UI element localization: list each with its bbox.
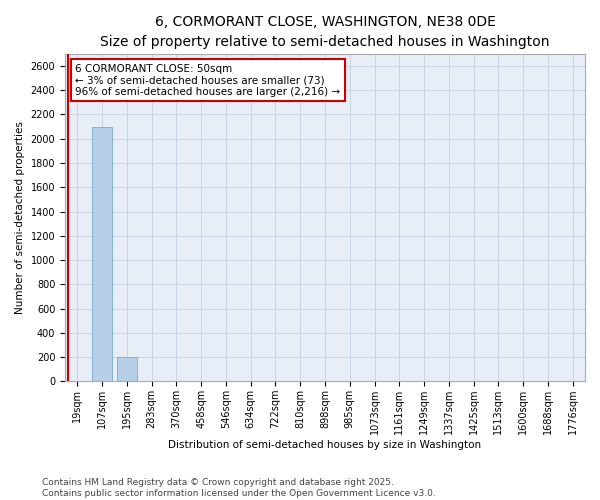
- Bar: [117, 357, 137, 382]
- Y-axis label: Number of semi-detached properties: Number of semi-detached properties: [15, 121, 25, 314]
- Text: 6 CORMORANT CLOSE: 50sqm
← 3% of semi-detached houses are smaller (73)
96% of se: 6 CORMORANT CLOSE: 50sqm ← 3% of semi-de…: [76, 64, 341, 97]
- Text: Contains HM Land Registry data © Crown copyright and database right 2025.
Contai: Contains HM Land Registry data © Crown c…: [42, 478, 436, 498]
- Title: 6, CORMORANT CLOSE, WASHINGTON, NE38 0DE
Size of property relative to semi-detac: 6, CORMORANT CLOSE, WASHINGTON, NE38 0DE…: [100, 15, 550, 48]
- Bar: [92, 126, 112, 382]
- X-axis label: Distribution of semi-detached houses by size in Washington: Distribution of semi-detached houses by …: [169, 440, 482, 450]
